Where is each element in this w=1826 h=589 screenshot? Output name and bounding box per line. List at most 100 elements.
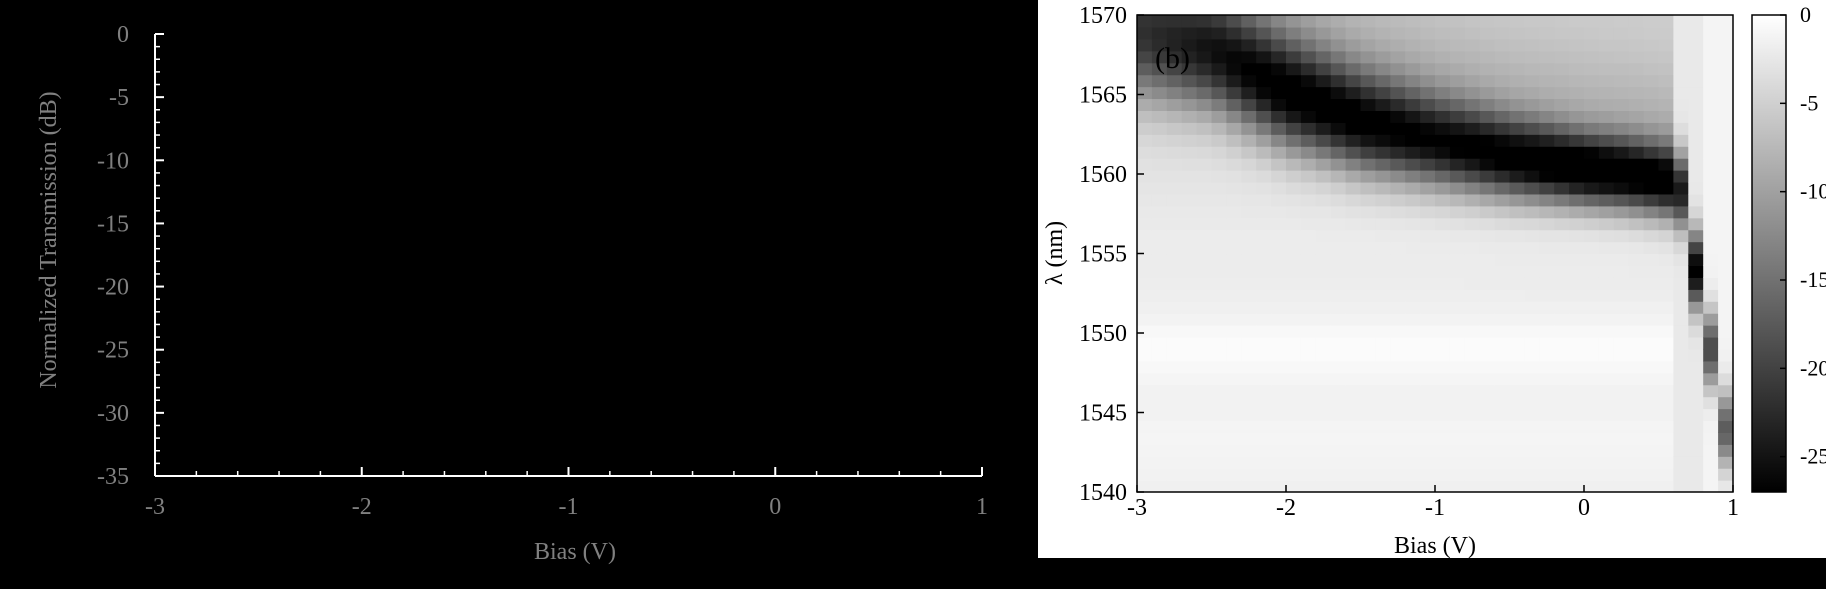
heatmap-cell — [1241, 277, 1257, 290]
heatmap-cell — [1584, 229, 1600, 243]
heatmap-cell — [1211, 313, 1227, 326]
heatmap-cell — [1509, 193, 1525, 207]
heatmap-cell — [1405, 134, 1421, 147]
heatmap-cell — [1613, 170, 1630, 183]
a-x-tick-label: -3 — [145, 494, 165, 520]
heatmap-cell — [1613, 158, 1630, 171]
heatmap-cell — [1390, 420, 1406, 433]
heatmap-cell — [1151, 229, 1168, 243]
heatmap-cell — [1315, 408, 1332, 422]
heatmap-cell — [1166, 181, 1183, 195]
heatmap-cell — [1271, 456, 1287, 469]
b-y-tick-label: 1565 — [1079, 83, 1127, 109]
heatmap-cell — [1405, 181, 1421, 195]
heatmap-cell — [1256, 86, 1272, 100]
heatmap-cell — [1569, 38, 1585, 52]
heatmap-cell — [1524, 241, 1540, 255]
heatmap-cell — [1658, 15, 1674, 28]
heatmap-cell — [1449, 110, 1466, 123]
heatmap-cell — [1598, 193, 1615, 207]
heatmap-cell — [1509, 98, 1525, 111]
heatmap-cell — [1375, 420, 1391, 433]
heatmap-cell — [1271, 217, 1287, 231]
heatmap-cell — [1360, 289, 1376, 302]
heatmap-cell — [1435, 336, 1451, 350]
heatmap-cell — [1509, 241, 1525, 255]
heatmap-cell — [1613, 336, 1630, 350]
heatmap-cell — [1420, 289, 1436, 302]
heatmap-cell — [1554, 26, 1570, 40]
heatmap-cell — [1166, 396, 1183, 410]
heatmap-cell — [1464, 408, 1481, 422]
heatmap-cell — [1703, 134, 1719, 147]
colorbar-tick-label: -10 — [1800, 179, 1826, 204]
heatmap-cell — [1300, 205, 1317, 219]
heatmap-cell — [1420, 170, 1436, 183]
heatmap-cell — [1449, 181, 1466, 195]
heatmap-cell — [1658, 420, 1674, 433]
heatmap-cell — [1196, 158, 1213, 171]
heatmap-cell — [1137, 193, 1153, 207]
heatmap-cell — [1420, 420, 1436, 433]
heatmap-cell — [1271, 50, 1287, 64]
heatmap-cell — [1166, 158, 1183, 171]
heatmap-cell — [1613, 456, 1630, 469]
heatmap-cell — [1300, 146, 1317, 159]
heatmap-cell — [1300, 301, 1317, 314]
heatmap-cell — [1509, 50, 1525, 64]
heatmap-cell — [1151, 158, 1168, 171]
heatmap-cell — [1241, 372, 1257, 386]
heatmap-cell — [1673, 217, 1689, 231]
heatmap-cell — [1524, 360, 1540, 374]
heatmap-cell — [1166, 277, 1183, 290]
heatmap-cell — [1271, 74, 1287, 88]
heatmap-cell — [1464, 253, 1481, 267]
b-y-tick-label: 1540 — [1079, 480, 1127, 506]
heatmap-cell — [1241, 265, 1257, 278]
heatmap-cell — [1405, 325, 1421, 338]
heatmap-cell — [1673, 229, 1689, 243]
heatmap-cell — [1598, 229, 1615, 243]
heatmap-cell — [1256, 480, 1272, 492]
heatmap-cell — [1271, 98, 1287, 111]
heatmap-cell — [1330, 110, 1347, 123]
heatmap-cell — [1271, 336, 1287, 350]
panel-a: 0-5-10-15-20-25-30-35-3 -2 -1 0 1 Bias (V) N… — [36, 22, 988, 565]
heatmap-cell — [1524, 444, 1540, 457]
heatmap-cell — [1494, 420, 1511, 433]
heatmap-cell — [1241, 193, 1257, 207]
heatmap-cell — [1330, 122, 1347, 135]
heatmap-cell — [1598, 277, 1615, 290]
heatmap-cell — [1464, 348, 1481, 362]
heatmap-cell — [1181, 289, 1198, 302]
heatmap-cell — [1494, 170, 1511, 183]
heatmap-cell — [1569, 480, 1585, 492]
heatmap-cell — [1584, 26, 1600, 40]
heatmap-cell — [1330, 468, 1347, 481]
heatmap-cell — [1658, 325, 1674, 338]
heatmap-cell — [1539, 15, 1555, 28]
heatmap-cell — [1673, 146, 1689, 159]
heatmap-cell — [1494, 289, 1511, 302]
a-x-tick-label: 1 — [976, 494, 988, 520]
colorbar-tick-label: -20 — [1800, 355, 1826, 380]
heatmap-cell — [1256, 277, 1272, 290]
heatmap-cell — [1286, 26, 1302, 40]
heatmap-cell — [1226, 110, 1242, 123]
heatmap-cell — [1539, 170, 1555, 183]
heatmap-cell — [1345, 348, 1362, 362]
heatmap-cell — [1464, 193, 1481, 207]
heatmap-cell — [1196, 15, 1213, 28]
heatmap-cell — [1137, 241, 1153, 255]
heatmap-cell — [1435, 193, 1451, 207]
heatmap-cell — [1598, 468, 1615, 481]
heatmap-cell — [1211, 241, 1227, 255]
heatmap-cell — [1643, 265, 1660, 278]
heatmap-cell — [1539, 86, 1555, 100]
heatmap-cell — [1241, 360, 1257, 374]
heatmap-cell — [1673, 432, 1689, 445]
heatmap-cell — [1718, 384, 1733, 398]
heatmap-cell — [1613, 62, 1630, 76]
heatmap-cell — [1196, 193, 1213, 207]
heatmap-cell — [1137, 396, 1153, 410]
